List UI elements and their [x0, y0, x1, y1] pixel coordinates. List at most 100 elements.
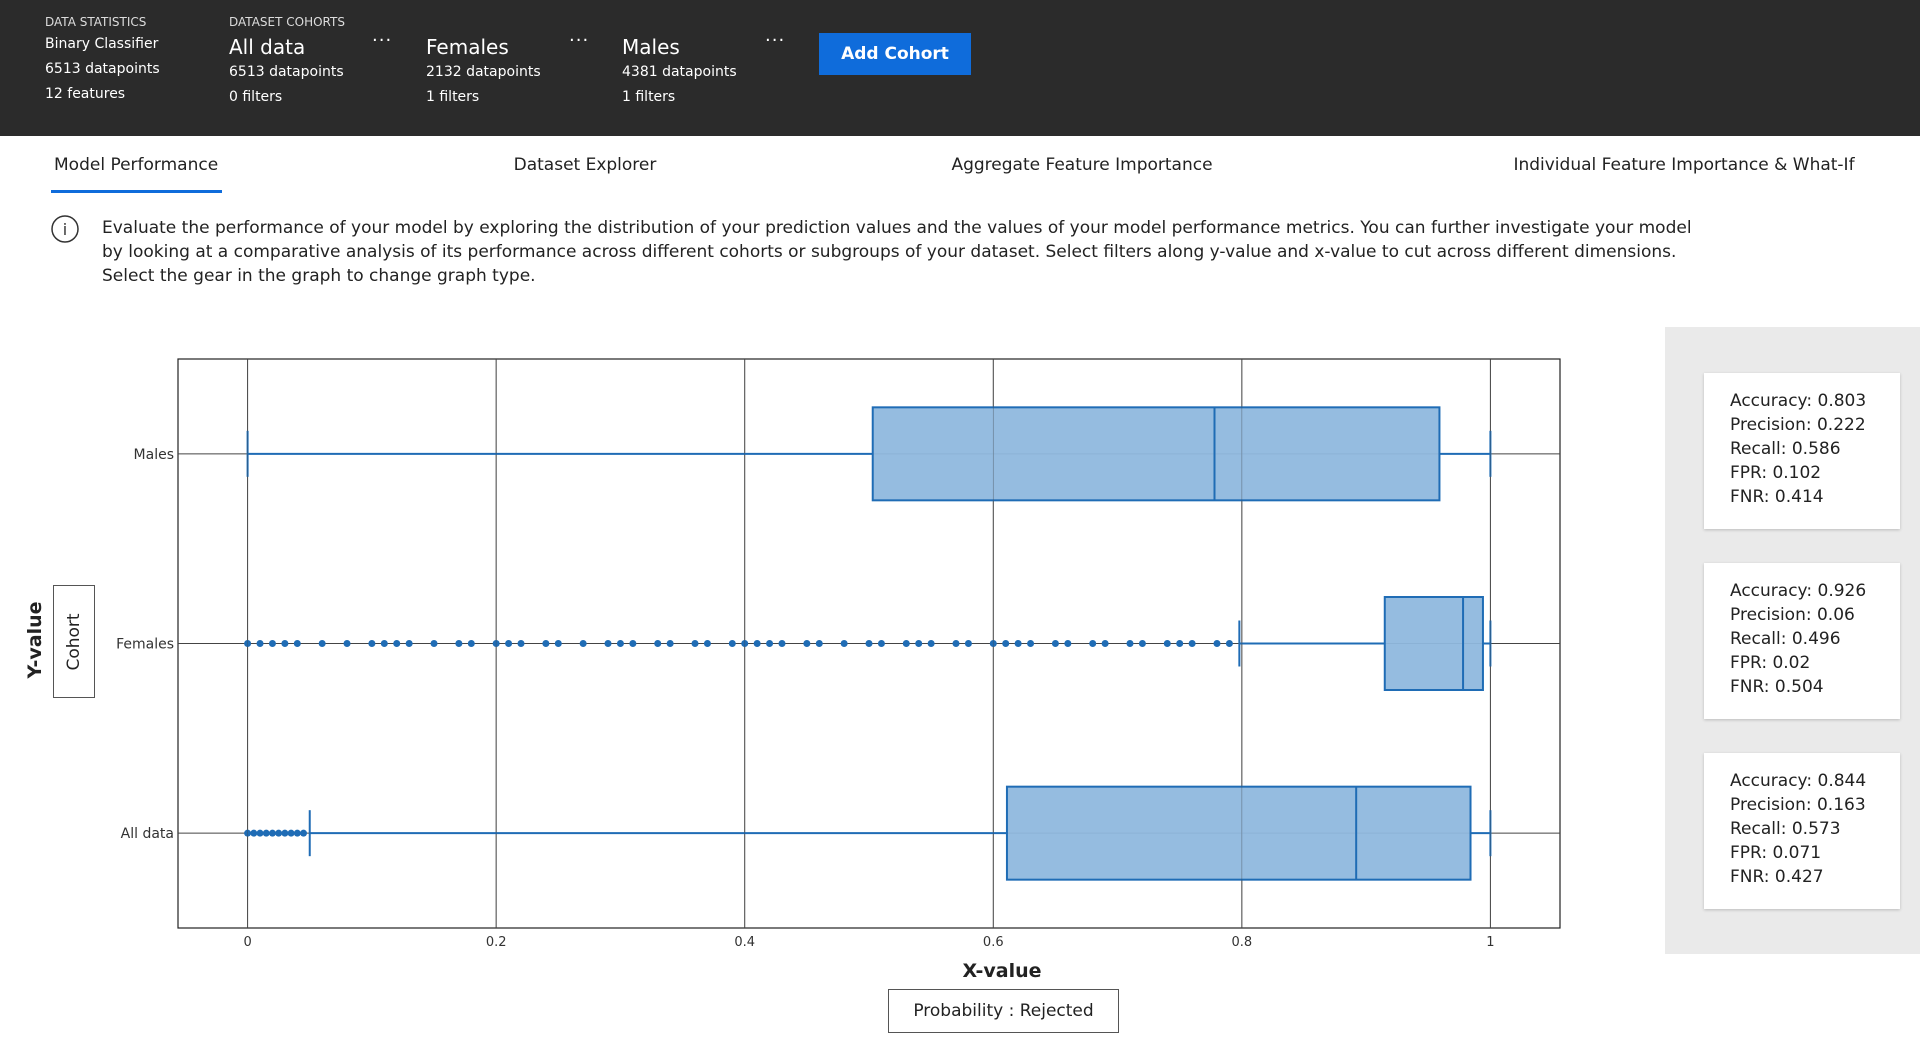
x-tick-label: 1 — [1486, 935, 1494, 950]
metric: FNR: 0.414 — [1730, 487, 1824, 507]
metric: FNR: 0.427 — [1730, 867, 1824, 887]
header: DATA STATISTICS Binary Classifier 6513 d… — [0, 0, 1920, 136]
outlier — [1126, 640, 1134, 647]
outlier — [691, 640, 699, 647]
outlier — [1176, 640, 1184, 647]
outlier — [616, 640, 624, 647]
outlier — [753, 640, 761, 647]
outlier — [405, 640, 413, 647]
outlier — [505, 640, 513, 647]
outlier — [542, 640, 550, 647]
cohort-menu[interactable]: ··· — [569, 30, 590, 51]
outlier — [604, 640, 612, 647]
outlier — [629, 640, 637, 647]
tab[interactable]: Aggregate Feature Importance — [951, 155, 1213, 175]
outlier — [256, 640, 264, 647]
outlier — [256, 829, 264, 837]
outlier — [1163, 640, 1171, 647]
outlier — [915, 640, 923, 647]
cohort-menu[interactable]: ··· — [372, 30, 393, 51]
outlier — [250, 829, 258, 837]
y-axis-button-text: Cohort — [64, 612, 84, 671]
outlier — [766, 640, 774, 647]
metric: FPR: 0.071 — [1730, 843, 1822, 863]
metric: FNR: 0.504 — [1730, 677, 1824, 697]
section-label: DATASET COHORTS — [229, 15, 345, 29]
cohort-name[interactable]: Females — [426, 35, 509, 59]
outlier — [268, 640, 276, 647]
outlier — [300, 829, 308, 837]
outlier — [275, 829, 283, 837]
cohort-name[interactable]: Males — [622, 35, 680, 59]
metric: Precision: 0.163 — [1730, 795, 1866, 815]
outlier — [455, 640, 463, 647]
outlier — [293, 640, 301, 647]
outlier — [964, 640, 972, 647]
y-axis-button[interactable]: Cohort — [53, 585, 95, 698]
tab[interactable]: Dataset Explorer — [513, 155, 657, 175]
x-tick-label: 0.2 — [486, 935, 507, 950]
metric: Precision: 0.06 — [1730, 605, 1855, 625]
metric: Accuracy: 0.844 — [1730, 771, 1867, 791]
outlier — [1064, 640, 1072, 647]
stat: Binary Classifier — [45, 36, 159, 52]
outlier — [840, 640, 848, 647]
y-tick-label: Males — [134, 447, 174, 463]
outlier — [1138, 640, 1146, 647]
metrics-card: Accuracy: 0.844 Precision: 0.163 Recall: 0… — [1704, 753, 1900, 909]
cohort-name[interactable]: All data — [229, 35, 306, 59]
outlier — [281, 640, 289, 647]
metric: Precision: 0.222 — [1730, 415, 1866, 435]
x-tick-label: 0.4 — [734, 935, 755, 950]
info-icon-glyph: i — [63, 220, 67, 239]
outlier — [1002, 640, 1010, 647]
outlier — [368, 640, 376, 647]
metric: Accuracy: 0.926 — [1730, 581, 1867, 601]
cohort-datapoints: 4381 datapoints — [622, 64, 737, 80]
outlier — [262, 829, 270, 837]
metrics-card: Accuracy: 0.926 Precision: 0.06 Recall: 0.… — [1704, 563, 1900, 719]
outlier — [1027, 640, 1035, 647]
cohort-menu[interactable]: ··· — [765, 30, 786, 51]
y-tick-label: All data — [121, 826, 174, 842]
tab-underline — [51, 190, 222, 193]
y-tick-label: Females — [116, 637, 174, 653]
stat: 12 features — [45, 86, 126, 102]
outlier — [287, 829, 295, 837]
cohort-filters: 1 filters — [426, 89, 480, 105]
outlier — [1213, 640, 1221, 647]
outlier — [728, 640, 736, 647]
outlier — [380, 640, 388, 647]
cohort-datapoints: 6513 datapoints — [229, 64, 344, 80]
add-cohort-button[interactable]: Add Cohort — [819, 33, 971, 75]
cohort-datapoints: 2132 datapoints — [426, 64, 541, 80]
outlier — [517, 640, 525, 647]
y-axis-label: Y-value — [24, 602, 46, 680]
outlier — [293, 829, 301, 837]
x-tick-label: 0.6 — [983, 935, 1004, 950]
outlier — [877, 640, 885, 647]
metric: FPR: 0.102 — [1730, 463, 1822, 483]
box — [871, 406, 1441, 502]
cohort-filters: 1 filters — [622, 89, 676, 105]
outlier — [1051, 640, 1059, 647]
outlier — [927, 640, 935, 647]
x-axis-button[interactable]: Probability : Rejected — [888, 989, 1119, 1033]
tab[interactable]: Model Performance — [54, 155, 219, 175]
outlier — [579, 640, 587, 647]
x-tick-label: 0 — [243, 935, 251, 950]
outlier — [554, 640, 562, 647]
x-tick-label: 0.8 — [1231, 935, 1252, 950]
info-icon — [51, 215, 79, 243]
outlier — [1188, 640, 1196, 647]
outlier — [268, 829, 276, 837]
outlier — [281, 829, 289, 837]
tab[interactable]: Individual Feature Importance & What-If — [1513, 155, 1855, 175]
outlier — [1225, 640, 1233, 647]
outlier — [467, 640, 475, 647]
metric: Recall: 0.573 — [1730, 819, 1841, 839]
metric: Recall: 0.496 — [1730, 629, 1841, 649]
outlier — [952, 640, 960, 647]
outlier — [815, 640, 823, 647]
